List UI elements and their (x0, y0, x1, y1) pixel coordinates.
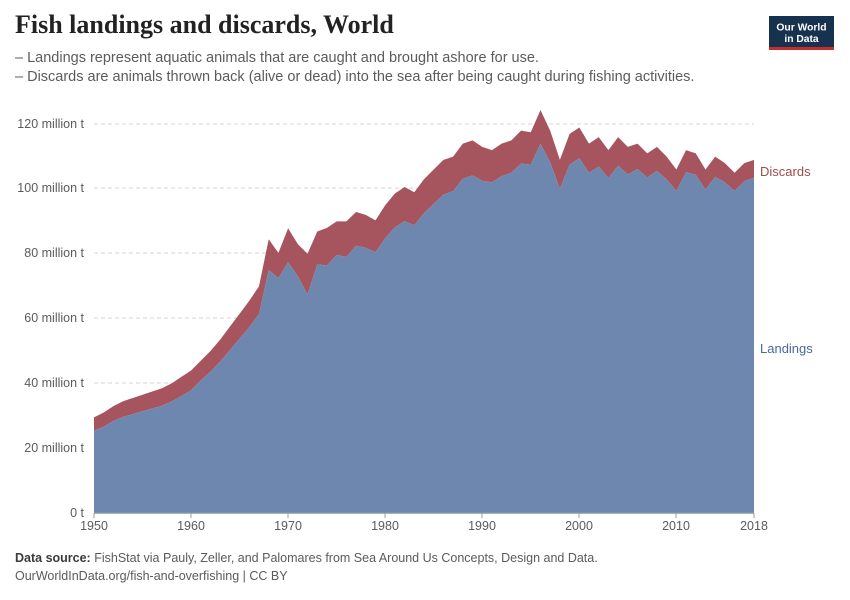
svg-text:2010: 2010 (662, 519, 690, 533)
svg-text:0 t: 0 t (70, 506, 84, 520)
svg-text:60 million t: 60 million t (24, 311, 84, 325)
svg-text:120 million t: 120 million t (17, 117, 84, 131)
svg-text:100 million t: 100 million t (17, 181, 84, 195)
svg-text:1990: 1990 (468, 519, 496, 533)
svg-text:2018: 2018 (740, 519, 768, 533)
svg-text:2000: 2000 (565, 519, 593, 533)
svg-text:1980: 1980 (371, 519, 399, 533)
svg-text:80 million t: 80 million t (24, 246, 84, 260)
svg-text:Discards: Discards (760, 164, 811, 179)
svg-text:40 million t: 40 million t (24, 376, 84, 390)
svg-text:1950: 1950 (80, 519, 108, 533)
svg-text:20 million t: 20 million t (24, 441, 84, 455)
svg-text:1970: 1970 (274, 519, 302, 533)
svg-text:Landings: Landings (760, 341, 813, 356)
svg-text:1960: 1960 (177, 519, 205, 533)
